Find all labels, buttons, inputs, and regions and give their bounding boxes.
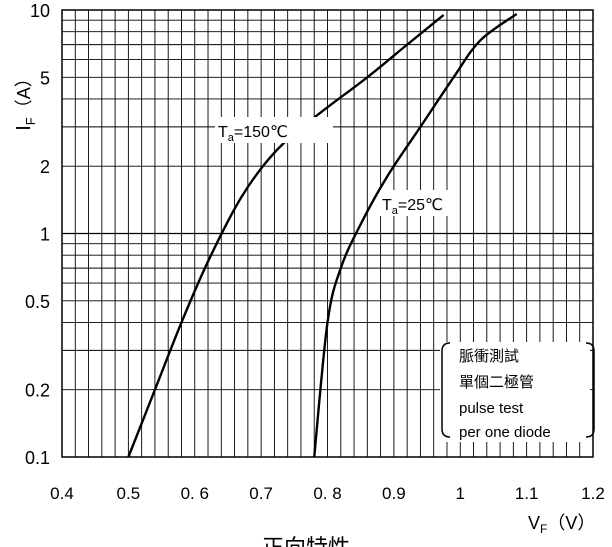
annotation-line-2: 單個二極管 [459, 374, 534, 391]
curves [127, 12, 518, 458]
x-axis-label-unit: （V） [547, 513, 595, 533]
x-tick-label: 1 [456, 484, 465, 503]
x-tick-label: 0.4 [50, 484, 74, 503]
annotation-pulse-test: 脈衝測試 單個二極管 pulse test per one diode [440, 342, 595, 442]
y-axis-label: IF（A） [13, 69, 38, 131]
y-tick-label: 5 [40, 68, 50, 88]
y-tick-label: 0.1 [25, 448, 50, 468]
x-tick-label: 1.1 [515, 484, 539, 503]
x-tick-label: 0.7 [249, 484, 273, 503]
series-label-150: Ta=150℃ [215, 117, 333, 144]
y-tick-label: 0.2 [25, 381, 50, 401]
x-tick-labels: 0.4 0.5 0. 6 0.7 0. 8 0.9 1 1.1 1.2 [50, 484, 605, 503]
y-axis-label-sub: F [23, 117, 38, 125]
x-axis-label-sub: F [540, 522, 547, 536]
annotation-line-1: 脈衝測試 [459, 348, 519, 365]
x-tick-label: 0. 8 [313, 484, 341, 503]
y-axis-label-unit: （A） [14, 69, 34, 117]
x-tick-label: 1.2 [581, 484, 605, 503]
y-tick-label: 1 [40, 225, 50, 245]
annotation-line-3: pulse test [459, 400, 524, 417]
chart-bottom-title: 正向特性 [262, 535, 350, 547]
svg-text:Ta=25℃: Ta=25℃ [382, 197, 443, 217]
series-line-0 [127, 14, 445, 458]
y-tick-label: 2 [40, 157, 50, 177]
x-tick-label: 0.9 [382, 484, 406, 503]
y-tick-label: 0.5 [25, 292, 50, 312]
x-tick-label: 0.5 [117, 484, 141, 503]
y-tick-label: 10 [30, 1, 50, 21]
svg-text:Ta=150℃: Ta=150℃ [218, 124, 288, 144]
series-label-25: Ta=25℃ [380, 190, 456, 217]
y-axis-label-main: I [13, 125, 35, 131]
annotation-line-4: per one diode [459, 424, 551, 441]
x-tick-label: 0. 6 [181, 484, 209, 503]
x-axis-label-main: V [528, 513, 540, 533]
y-tick-labels: 0.1 0.2 0.5 1 2 5 10 [25, 1, 50, 468]
series-line-1 [313, 12, 518, 458]
plot-frame [61, 9, 594, 458]
x-axis-label: VF（V） [528, 513, 595, 536]
